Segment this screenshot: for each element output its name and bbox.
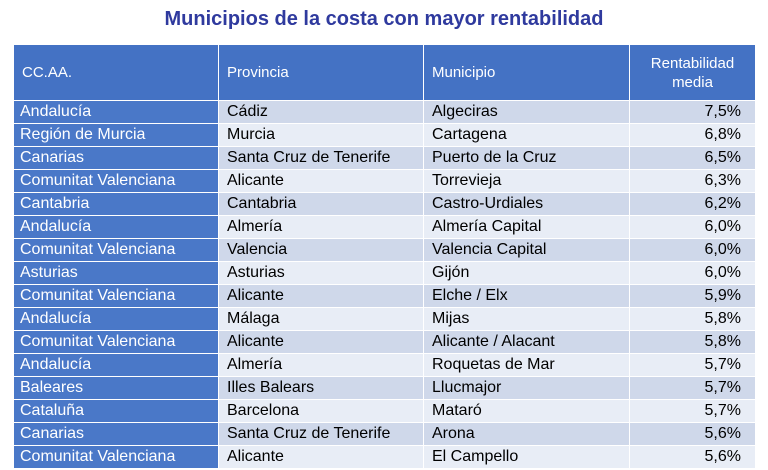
table-header-row: CC.AA. Provincia Municipio Rentabilidad … (13, 44, 756, 101)
cell-ccaa: Andalucía (13, 100, 219, 124)
header-ccaa: CC.AA. (13, 44, 219, 101)
cell-ccaa: Asturias (13, 261, 219, 285)
cell-rentabilidad: 6,0% (629, 238, 756, 262)
cell-rentabilidad: 5,7% (629, 353, 756, 377)
cell-rentabilidad: 6,8% (629, 123, 756, 147)
cell-rentabilidad: 6,3% (629, 169, 756, 193)
table-row: Canarias Santa Cruz de Tenerife Arona 5,6% (13, 422, 756, 446)
cell-ccaa: Canarias (13, 146, 219, 170)
table-row: Asturias Asturias Gijón 6,0% (13, 261, 756, 285)
table-row: Cantabria Cantabria Castro-Urdiales 6,2% (13, 192, 756, 216)
table-row: Baleares Illes Balears Llucmajor 5,7% (13, 376, 756, 400)
cell-municipio: Mataró (423, 399, 630, 423)
table-row: Andalucía Cádiz Algeciras 7,5% (13, 100, 756, 124)
cell-provincia: Málaga (218, 307, 424, 331)
cell-ccaa: Comunitat Valenciana (13, 169, 219, 193)
cell-rentabilidad: 6,0% (629, 215, 756, 239)
table-title: Municipios de la costa con mayor rentabi… (164, 8, 604, 30)
cell-rentabilidad: 5,6% (629, 445, 756, 469)
cell-provincia: Santa Cruz de Tenerife (218, 146, 424, 170)
cell-rentabilidad: 6,2% (629, 192, 756, 216)
table-row: Cataluña Barcelona Mataró 5,7% (13, 399, 756, 423)
cell-rentabilidad: 7,5% (629, 100, 756, 124)
cell-provincia: Alicante (218, 284, 424, 308)
cell-ccaa: Cataluña (13, 399, 219, 423)
cell-provincia: Murcia (218, 123, 424, 147)
cell-municipio: Algeciras (423, 100, 630, 124)
cell-provincia: Barcelona (218, 399, 424, 423)
table-row: Comunitat Valenciana Alicante Alicante / A… (13, 330, 756, 354)
table-row: Región de Murcia Murcia Cartagena 6,8% (13, 123, 756, 147)
cell-municipio: Alicante / Alacant (423, 330, 630, 354)
table-row: Comunitat Valenciana Alicante El Campello 5… (13, 445, 756, 469)
cell-provincia: Valencia (218, 238, 424, 262)
cell-provincia: Alicante (218, 330, 424, 354)
table-row: Canarias Santa Cruz de Tenerife Puerto de … (13, 146, 756, 170)
table-row: Andalucía Almería Almería Capital 6,0% (13, 215, 756, 239)
table-body: Andalucía Cádiz Algeciras 7,5% Región de Mur… (13, 100, 756, 469)
cell-provincia: Almería (218, 215, 424, 239)
cell-rentabilidad: 5,6% (629, 422, 756, 446)
table-row: Andalucía Almería Roquetas de Mar 5,7% (13, 353, 756, 377)
cell-provincia: Alicante (218, 445, 424, 469)
header-municipio: Municipio (423, 44, 630, 101)
cell-municipio: Llucmajor (423, 376, 630, 400)
cell-municipio: Castro-Urdiales (423, 192, 630, 216)
cell-rentabilidad: 5,9% (629, 284, 756, 308)
cell-provincia: Almería (218, 353, 424, 377)
cell-ccaa: Andalucía (13, 215, 219, 239)
cell-ccaa: Cantabria (13, 192, 219, 216)
cell-provincia: Asturias (218, 261, 424, 285)
cell-municipio: Almería Capital (423, 215, 630, 239)
header-provincia: Provincia (218, 44, 424, 101)
cell-municipio: Arona (423, 422, 630, 446)
cell-rentabilidad: 6,0% (629, 261, 756, 285)
cell-municipio: Cartagena (423, 123, 630, 147)
cell-ccaa: Comunitat Valenciana (13, 284, 219, 308)
table-row: Comunitat Valenciana Valencia Valencia Cap… (13, 238, 756, 262)
cell-municipio: Torrevieja (423, 169, 630, 193)
cell-municipio: El Campello (423, 445, 630, 469)
cell-ccaa: Canarias (13, 422, 219, 446)
header-rentabilidad: Rentabilidad media (629, 44, 756, 101)
cell-rentabilidad: 5,8% (629, 330, 756, 354)
rentabilidad-table: CC.AA. Provincia Municipio Rentabilidad … (13, 44, 756, 469)
cell-municipio: Puerto de la Cruz (423, 146, 630, 170)
cell-ccaa: Andalucía (13, 353, 219, 377)
cell-municipio: Mijas (423, 307, 630, 331)
cell-ccaa: Comunitat Valenciana (13, 445, 219, 469)
cell-ccaa: Comunitat Valenciana (13, 238, 219, 262)
cell-municipio: Gijón (423, 261, 630, 285)
cell-rentabilidad: 6,5% (629, 146, 756, 170)
cell-ccaa: Andalucía (13, 307, 219, 331)
cell-rentabilidad: 5,8% (629, 307, 756, 331)
cell-provincia: Illes Balears (218, 376, 424, 400)
table-row: Comunitat Valenciana Alicante Elche / Elx 5… (13, 284, 756, 308)
cell-ccaa: Comunitat Valenciana (13, 330, 219, 354)
cell-provincia: Cádiz (218, 100, 424, 124)
cell-ccaa: Región de Murcia (13, 123, 219, 147)
cell-provincia: Cantabria (218, 192, 424, 216)
cell-municipio: Elche / Elx (423, 284, 630, 308)
table-row: Andalucía Málaga Mijas 5,8% (13, 307, 756, 331)
cell-provincia: Alicante (218, 169, 424, 193)
cell-municipio: Valencia Capital (423, 238, 630, 262)
cell-ccaa: Baleares (13, 376, 219, 400)
cell-municipio: Roquetas de Mar (423, 353, 630, 377)
table-row: Comunitat Valenciana Alicante Torrevieja 6,… (13, 169, 756, 193)
cell-rentabilidad: 5,7% (629, 399, 756, 423)
cell-rentabilidad: 5,7% (629, 376, 756, 400)
cell-provincia: Santa Cruz de Tenerife (218, 422, 424, 446)
